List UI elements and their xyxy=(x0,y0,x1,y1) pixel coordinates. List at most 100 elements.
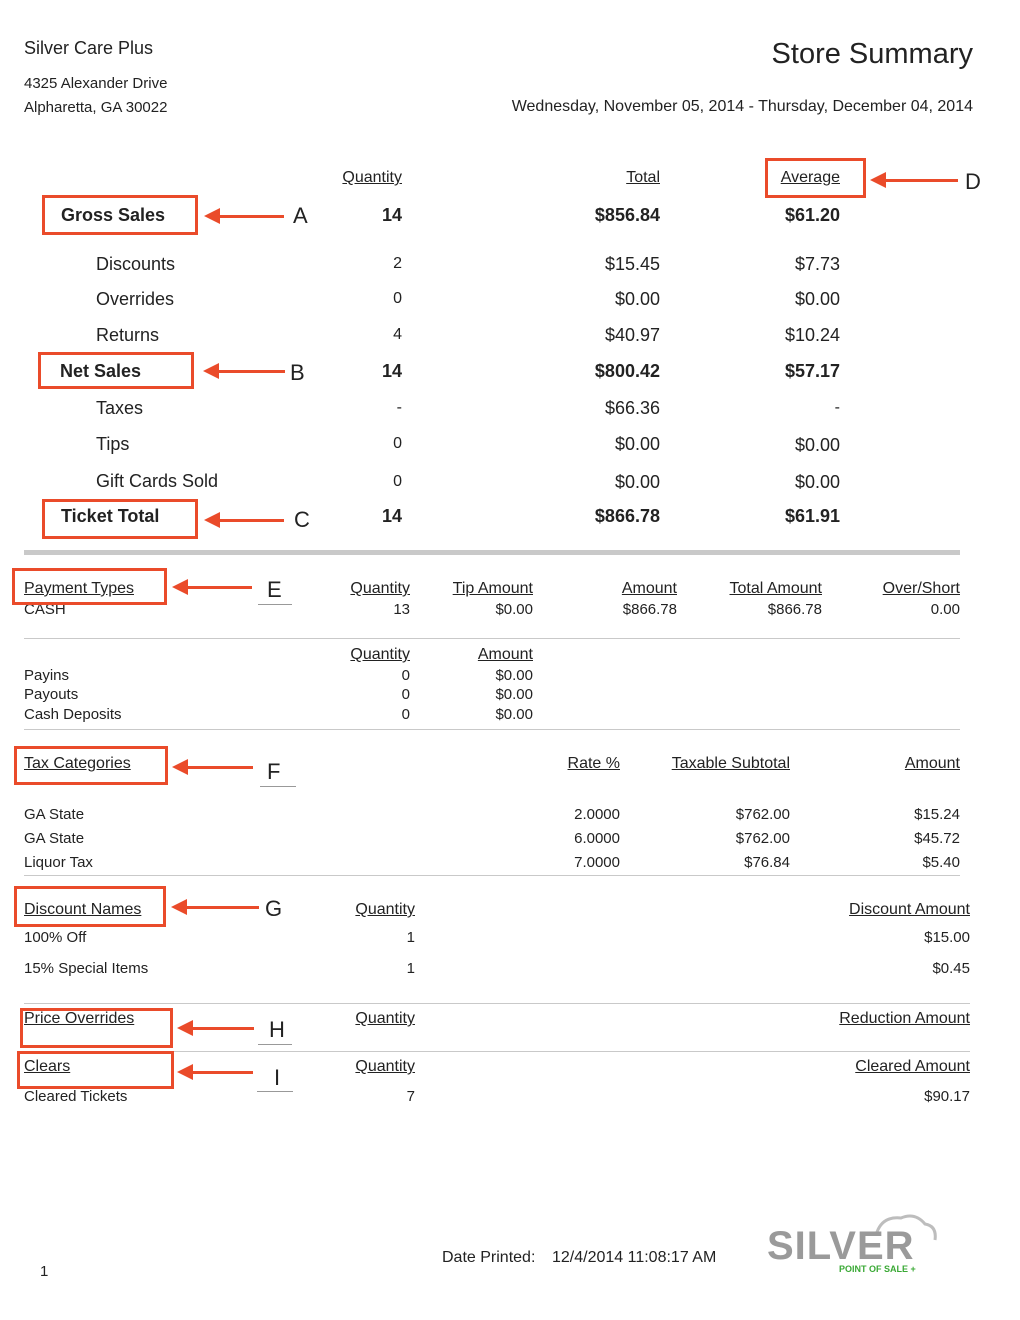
tax-row-taxable: $76.84 xyxy=(744,854,790,871)
tax-row-name: GA State xyxy=(24,806,85,823)
payins-row-qty: 0 xyxy=(401,686,410,703)
summary-row-qty: 0 xyxy=(393,290,402,307)
discount-row-name: 15% Special Items xyxy=(24,960,149,977)
summary-row-total: $0.00 xyxy=(614,472,660,492)
arrow-left-icon xyxy=(870,172,958,188)
overrides-col-quantity: Quantity xyxy=(355,1010,415,1027)
payment-row-qty: 13 xyxy=(393,601,410,618)
payment-row-amount: $866.78 xyxy=(622,601,677,618)
section-divider xyxy=(24,1051,970,1052)
payins-col-amount: Amount xyxy=(477,646,533,663)
clears-col-amount: Cleared Amount xyxy=(855,1058,970,1075)
clears-row-amount: $90.17 xyxy=(924,1088,970,1105)
summary-row-label: Overrides xyxy=(96,289,175,309)
logo-subtext: POINT OF SALE + xyxy=(839,1264,916,1274)
payment-row-overshort: 0.00 xyxy=(930,601,960,618)
annotation-letter-g: G xyxy=(265,896,283,921)
section-divider xyxy=(24,638,960,639)
payment-row-total: $866.78 xyxy=(767,601,822,618)
payment-col-total: Total Amount xyxy=(729,580,823,597)
annotation-box-e xyxy=(12,568,167,605)
tax-row-rate: 6.0000 xyxy=(574,830,620,847)
payment-col-tip: Tip Amount xyxy=(452,580,533,597)
annotation-letter-b: B xyxy=(290,360,305,385)
summary-col-total: Total xyxy=(626,169,660,186)
arrow-left-icon xyxy=(172,579,252,595)
payment-col-amount: Amount xyxy=(621,580,677,597)
payins-row-name: Cash Deposits xyxy=(24,706,122,723)
clears-title: Clears xyxy=(24,1058,71,1075)
summary-row-total: $0.00 xyxy=(614,289,660,309)
summary-row-total: $0.00 xyxy=(614,434,660,454)
summary-row-qty: 14 xyxy=(381,506,402,526)
payins-row-name: Payouts xyxy=(24,686,79,703)
letter-underline xyxy=(260,786,296,787)
company-name: Silver Care Plus xyxy=(24,38,154,58)
summary-row-label: Ticket Total xyxy=(61,506,160,526)
tax-row-taxable: $762.00 xyxy=(735,830,790,847)
summary-row-qty: 2 xyxy=(393,255,402,272)
tax-row-rate: 2.0000 xyxy=(574,806,620,823)
discount-names-title: Discount Names xyxy=(24,901,142,918)
page-number: 1 xyxy=(40,1263,49,1280)
payins-row-amount: $0.00 xyxy=(495,686,533,703)
summary-row-avg: $0.00 xyxy=(794,289,840,309)
tax-row-rate: 7.0000 xyxy=(574,854,620,871)
summary-row-qty: 14 xyxy=(381,205,402,225)
summary-row-avg: $10.24 xyxy=(784,325,840,345)
annotation-letter-i: I xyxy=(274,1065,281,1090)
arrow-left-icon xyxy=(177,1020,254,1036)
summary-row-label: Gift Cards Sold xyxy=(96,471,219,491)
annotation-box-b xyxy=(38,352,194,389)
payins-row-qty: 0 xyxy=(401,706,410,723)
arrow-left-icon xyxy=(172,759,253,775)
discount-row-name: 100% Off xyxy=(24,929,87,946)
payins-row-amount: $0.00 xyxy=(495,706,533,723)
annotation-letter-e: E xyxy=(267,577,282,602)
summary-row-total: $800.42 xyxy=(594,361,660,381)
annotation-box-d xyxy=(765,158,866,198)
payins-col-quantity: Quantity xyxy=(350,646,410,663)
annotation-box-i xyxy=(17,1051,174,1089)
price-overrides-title: Price Overrides xyxy=(24,1010,135,1027)
summary-row-label: Taxes xyxy=(96,398,144,418)
tax-row-amount: $5.40 xyxy=(922,854,960,871)
summary-row-avg: $61.91 xyxy=(784,506,840,526)
payins-row-qty: 0 xyxy=(401,667,410,684)
summary-row-total: $856.84 xyxy=(594,205,660,225)
payins-row-amount: $0.00 xyxy=(495,667,533,684)
discount-row-qty: 1 xyxy=(406,960,415,977)
payment-row-name: CASH xyxy=(24,601,66,618)
discount-row-amount: $0.45 xyxy=(932,960,970,977)
tax-row-amount: $15.24 xyxy=(914,806,960,823)
annotation-letter-c: C xyxy=(294,507,310,532)
report-title: Store Summary xyxy=(771,38,973,70)
arrow-left-icon xyxy=(171,899,259,915)
summary-row-qty: 0 xyxy=(393,473,402,490)
tax-row-taxable: $762.00 xyxy=(735,806,790,823)
annotation-letter-d: D xyxy=(965,169,981,194)
annotation-letter-a: A xyxy=(293,203,308,228)
tax-row-amount: $45.72 xyxy=(914,830,960,847)
summary-row-total: $866.78 xyxy=(594,506,660,526)
overrides-col-amount: Reduction Amount xyxy=(839,1010,970,1027)
cloud-icon xyxy=(875,1214,937,1241)
annotation-letter-f: F xyxy=(267,759,281,784)
summary-col-quantity: Quantity xyxy=(342,169,402,186)
discount-col-amount: Discount Amount xyxy=(849,901,970,918)
section-divider xyxy=(24,1003,970,1004)
summary-row-qty: - xyxy=(396,399,402,416)
payins-row-name: Payins xyxy=(24,667,70,684)
summary-row-label: Net Sales xyxy=(60,361,142,381)
section-divider xyxy=(24,729,960,730)
arrow-left-icon xyxy=(204,208,284,224)
date-printed-value: 12/4/2014 11:08:17 AM xyxy=(552,1249,717,1266)
annotation-box-a xyxy=(42,195,198,235)
address-line-1: 4325 Alexander Drive xyxy=(24,75,168,92)
tax-col-amount: Amount xyxy=(904,755,960,772)
summary-row-label: Tips xyxy=(96,434,130,454)
letter-underline xyxy=(258,604,292,605)
summary-row-avg: $7.73 xyxy=(794,254,840,274)
letter-underline xyxy=(258,1044,292,1045)
summary-row-qty: 4 xyxy=(393,326,402,343)
